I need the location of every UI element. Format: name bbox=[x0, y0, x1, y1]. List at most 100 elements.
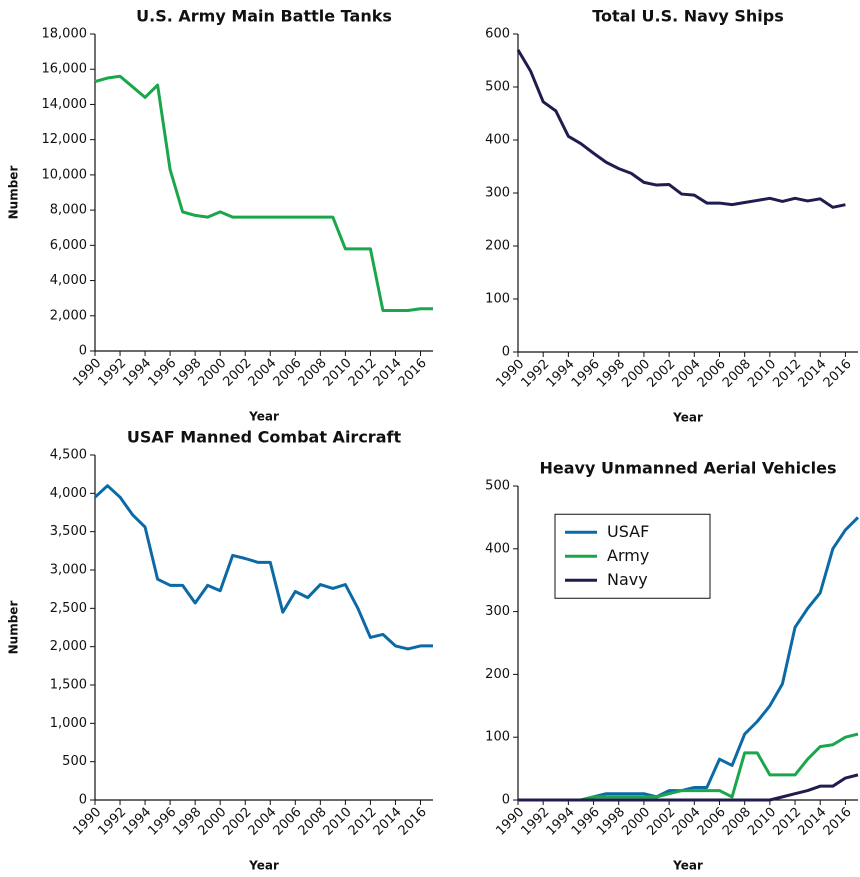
x-tick-label: 2002 bbox=[221, 356, 255, 390]
x-tick-label: 2004 bbox=[670, 805, 704, 839]
x-tick-label: 2016 bbox=[821, 357, 855, 391]
y-tick-label: 400 bbox=[485, 541, 510, 556]
x-tick-label: 2008 bbox=[720, 805, 754, 839]
x-axis-label: Year bbox=[248, 410, 279, 424]
y-tick-label: 1,500 bbox=[50, 678, 87, 693]
data-line bbox=[94, 74, 433, 312]
x-tick-label: 2012 bbox=[346, 356, 380, 390]
x-tick-label: 1992 bbox=[518, 357, 552, 391]
legend-label: Army bbox=[607, 546, 649, 565]
data-line bbox=[516, 49, 846, 209]
y-tick-label: 10,000 bbox=[42, 167, 88, 182]
x-tick-label: 1992 bbox=[518, 805, 552, 839]
x-tick-label: 2002 bbox=[221, 805, 255, 839]
y-tick-label: 600 bbox=[485, 27, 510, 42]
x-tick-label: 2000 bbox=[195, 805, 229, 839]
chart-title: U.S. Army Main Battle Tanks bbox=[136, 7, 392, 26]
y-tick-label: 12,000 bbox=[42, 132, 88, 147]
x-tick-label: 1996 bbox=[145, 805, 179, 839]
y-tick-label: 1,000 bbox=[50, 716, 87, 731]
x-tick-label: 2012 bbox=[346, 805, 380, 839]
x-tick-label: 1990 bbox=[70, 356, 104, 390]
y-tick-label: 400 bbox=[485, 133, 510, 148]
y-tick-label: 2,000 bbox=[50, 639, 87, 654]
y-tick-label: 100 bbox=[485, 730, 510, 745]
x-tick-label: 2004 bbox=[246, 356, 280, 390]
y-axis-label: Number bbox=[7, 601, 21, 655]
x-tick-label: 2014 bbox=[796, 357, 830, 391]
y-axis-label: Number bbox=[7, 166, 21, 220]
x-tick-label: 2006 bbox=[271, 805, 305, 839]
x-tick-label: 2004 bbox=[246, 805, 280, 839]
x-tick-label: 1990 bbox=[70, 805, 104, 839]
y-tick-label: 500 bbox=[62, 754, 87, 769]
x-tick-label: 2000 bbox=[195, 356, 229, 390]
data-line bbox=[518, 773, 859, 802]
x-tick-label: 2016 bbox=[821, 805, 855, 839]
y-tick-label: 500 bbox=[485, 80, 510, 95]
x-tick-label: 2008 bbox=[720, 357, 754, 391]
y-tick-label: 18,000 bbox=[42, 27, 88, 42]
x-tick-label: 1996 bbox=[145, 356, 179, 390]
x-tick-label: 2014 bbox=[371, 805, 405, 839]
x-tick-label: 1998 bbox=[170, 356, 204, 390]
x-tick-label: 1998 bbox=[170, 805, 204, 839]
x-tick-label: 2008 bbox=[296, 356, 330, 390]
y-tick-label: 2,000 bbox=[50, 308, 87, 323]
x-axis-label: Year bbox=[672, 411, 703, 425]
x-tick-label: 2010 bbox=[321, 805, 355, 839]
y-tick-label: 100 bbox=[485, 292, 510, 307]
y-tick-label: 4,500 bbox=[50, 448, 87, 463]
x-tick-label: 1996 bbox=[569, 357, 603, 391]
y-tick-label: 3,000 bbox=[50, 563, 87, 578]
x-tick-label: 1998 bbox=[594, 357, 628, 391]
legend-label: USAF bbox=[607, 522, 649, 541]
chart-title: Total U.S. Navy Ships bbox=[592, 7, 784, 26]
x-tick-label: 2000 bbox=[619, 357, 653, 391]
chart-title: USAF Manned Combat Aircraft bbox=[127, 428, 402, 447]
x-axis-label: Year bbox=[672, 859, 703, 873]
x-tick-label: 2012 bbox=[770, 805, 804, 839]
x-tick-label: 2014 bbox=[796, 805, 830, 839]
x-tick-label: 1994 bbox=[544, 357, 578, 391]
x-tick-label: 1992 bbox=[95, 805, 129, 839]
y-tick-label: 2,500 bbox=[50, 601, 87, 616]
x-tick-label: 2006 bbox=[271, 356, 305, 390]
y-tick-label: 14,000 bbox=[42, 97, 88, 112]
y-tick-label: 500 bbox=[485, 479, 510, 494]
y-tick-label: 16,000 bbox=[42, 62, 88, 77]
x-tick-label: 2010 bbox=[745, 805, 779, 839]
x-tick-label: 2010 bbox=[321, 356, 355, 390]
x-axis-label: Year bbox=[248, 859, 279, 873]
y-tick-label: 300 bbox=[485, 186, 510, 201]
x-tick-label: 2002 bbox=[644, 357, 678, 391]
y-tick-label: 4,000 bbox=[50, 486, 87, 501]
y-tick-label: 0 bbox=[79, 793, 87, 808]
y-tick-label: 300 bbox=[485, 604, 510, 619]
x-tick-label: 1994 bbox=[544, 805, 578, 839]
x-tick-label: 2006 bbox=[695, 805, 729, 839]
y-tick-label: 6,000 bbox=[50, 238, 87, 253]
y-tick-label: 0 bbox=[79, 344, 87, 359]
y-tick-label: 8,000 bbox=[50, 203, 87, 218]
y-tick-label: 200 bbox=[485, 667, 510, 682]
x-tick-label: 2008 bbox=[296, 805, 330, 839]
x-tick-label: 1994 bbox=[120, 356, 154, 390]
y-tick-label: 4,000 bbox=[50, 273, 87, 288]
x-tick-label: 1994 bbox=[120, 805, 154, 839]
x-tick-label: 2006 bbox=[695, 357, 729, 391]
y-tick-label: 0 bbox=[502, 345, 510, 360]
x-tick-label: 1992 bbox=[95, 356, 129, 390]
x-tick-label: 1990 bbox=[493, 805, 527, 839]
y-tick-label: 0 bbox=[502, 793, 510, 808]
legend-label: Navy bbox=[607, 570, 648, 589]
y-tick-label: 3,500 bbox=[50, 524, 87, 539]
x-tick-label: 2012 bbox=[770, 357, 804, 391]
x-tick-label: 2010 bbox=[745, 357, 779, 391]
chart-title: Heavy Unmanned Aerial Vehicles bbox=[539, 459, 836, 478]
x-tick-label: 2016 bbox=[396, 356, 430, 390]
x-tick-label: 2016 bbox=[396, 805, 430, 839]
x-tick-label: 2004 bbox=[670, 357, 704, 391]
y-tick-label: 200 bbox=[485, 239, 510, 254]
